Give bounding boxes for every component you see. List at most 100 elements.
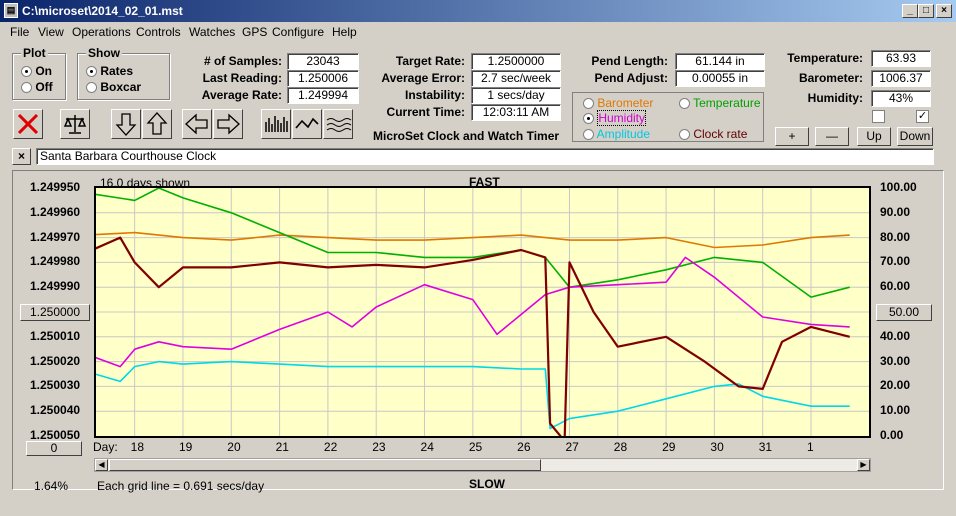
scroll-left-button[interactable] xyxy=(182,109,212,139)
plot-on-radio[interactable]: On xyxy=(21,64,52,78)
menu-gps[interactable]: GPS xyxy=(242,25,268,39)
sensor-humidity-radio[interactable]: Humidity xyxy=(583,110,647,126)
x-axis-tick: 18 xyxy=(130,440,144,454)
x-axis-tick: 24 xyxy=(420,440,434,454)
clear-button[interactable] xyxy=(13,109,43,139)
fast-label: FAST xyxy=(469,175,500,189)
minus-button[interactable]: — xyxy=(815,127,849,146)
last-reading-value: 1.250006 xyxy=(287,70,359,87)
horizontal-scrollbar[interactable]: ◀ ▶ xyxy=(94,458,871,472)
menu-watches[interactable]: Watches xyxy=(189,25,236,39)
current-time-value: 12:03:11 AM xyxy=(471,104,561,121)
wave-button[interactable] xyxy=(323,109,353,139)
temperature-label: Temperature: xyxy=(787,51,863,65)
sensor-temperature-radio[interactable]: Temperature xyxy=(679,96,761,110)
show-boxcar-radio[interactable]: Boxcar xyxy=(86,80,141,94)
left-axis-tick: 1.249980 xyxy=(30,254,81,269)
x-axis-tick: 27 xyxy=(565,440,579,454)
menu-help[interactable]: Help xyxy=(332,25,357,39)
center-rate-button[interactable]: 1.250000 xyxy=(20,304,90,321)
line-graph-button[interactable] xyxy=(292,109,322,139)
sensor-amplitude-radio[interactable]: Amplitude xyxy=(583,127,650,141)
down-button[interactable]: Down xyxy=(897,127,933,146)
histogram-icon xyxy=(265,116,288,132)
app-icon[interactable]: ▤ xyxy=(4,3,18,18)
minimize-button[interactable]: _ xyxy=(902,4,918,18)
close-clock-button[interactable]: × xyxy=(12,148,31,165)
x-axis-tick: 19 xyxy=(178,440,193,454)
balance-icon xyxy=(63,115,87,134)
x-axis-tick: 1 xyxy=(807,440,814,454)
histogram-button[interactable] xyxy=(261,109,291,139)
instability-label: Instability: xyxy=(404,88,465,102)
x-axis-tick: 30 xyxy=(710,440,724,454)
x-axis-tick: 20 xyxy=(227,440,241,454)
series-temperature xyxy=(86,187,850,298)
title-bar: ▤ C:\microset\2014_02_01.mst _ □ × xyxy=(0,0,956,22)
left-axis-tick: 1.250030 xyxy=(30,378,81,393)
right-axis-tick: 40.00 xyxy=(880,328,911,343)
clock-name-input[interactable]: Santa Barbara Courthouse Clock xyxy=(36,148,934,165)
right-axis-tick: 20.00 xyxy=(880,378,911,393)
average-rate-label: Average Rate: xyxy=(201,88,282,102)
series-humidity xyxy=(86,256,850,368)
left-checkbox[interactable] xyxy=(872,110,885,123)
chart-frame xyxy=(12,170,944,490)
wave-icon xyxy=(326,118,352,132)
x-axis-tick: 25 xyxy=(468,440,483,454)
x-axis-tick: 29 xyxy=(662,440,676,454)
menu-controls[interactable]: Controls xyxy=(136,25,181,39)
scroll-right-arrow[interactable]: ▶ xyxy=(857,459,870,471)
plus-button[interactable]: + xyxy=(775,127,809,146)
slow-label: SLOW xyxy=(469,477,505,491)
series-clock-rate xyxy=(85,236,850,443)
x-axis-tick: 31 xyxy=(758,440,773,454)
sensor-clock-rate-radio[interactable]: Clock rate xyxy=(679,127,747,141)
scroll-down-button[interactable] xyxy=(111,109,141,139)
average-error-label: Average Error: xyxy=(381,71,465,85)
right-checkbox[interactable]: ✓ xyxy=(916,110,929,123)
left-axis-tick: 1.250010 xyxy=(30,328,81,343)
scroll-right-button[interactable] xyxy=(213,109,243,139)
pend-length-value: 61.144 in xyxy=(675,53,765,70)
x-axis-tick: 26 xyxy=(517,440,531,454)
sensor-select-box: Barometer Temperature Humidity Amplitude… xyxy=(572,92,764,142)
right-axis-tick: 0.00 xyxy=(880,428,904,442)
left-axis-tick: 1.250050 xyxy=(30,428,81,442)
pend-adjust-value: 0.00055 in xyxy=(675,70,765,87)
left-axis-tick: 1.250040 xyxy=(30,403,81,418)
right-axis-tick: 100.00 xyxy=(880,180,917,194)
plot-area xyxy=(85,186,871,443)
menu-operations[interactable]: Operations xyxy=(72,25,131,39)
right-axis-tick: 70.00 xyxy=(880,254,911,269)
x-axis-tick: 23 xyxy=(372,440,386,454)
sensor-barometer-radio[interactable]: Barometer xyxy=(583,96,653,110)
left-axis-tick: 1.249990 xyxy=(30,279,81,294)
balance-button[interactable] xyxy=(60,109,90,139)
up-button[interactable]: Up xyxy=(857,127,891,146)
right-axis-tick: 90.00 xyxy=(880,204,911,219)
chart-svg xyxy=(85,187,869,443)
plot-off-radio[interactable]: Off xyxy=(21,80,53,94)
percent-readout: 1.64% xyxy=(34,479,69,493)
right-scale-button[interactable]: 50.00 xyxy=(876,304,932,321)
maximize-button[interactable]: □ xyxy=(918,4,934,18)
scroll-left-arrow[interactable]: ◀ xyxy=(95,459,108,471)
menu-configure[interactable]: Configure xyxy=(272,25,325,39)
close-icon[interactable]: × xyxy=(936,4,952,18)
menu-file[interactable]: File xyxy=(10,25,30,39)
day-label: Day: xyxy=(93,440,118,454)
show-rates-radio[interactable]: Rates xyxy=(86,64,133,78)
right-axis-tick: 80.00 xyxy=(880,229,911,244)
last-reading-label: Last Reading: xyxy=(202,71,282,85)
series-barometer xyxy=(86,231,850,249)
menu-view[interactable]: View xyxy=(38,25,64,39)
current-time-label: Current Time: xyxy=(386,105,465,119)
scroll-up-button[interactable] xyxy=(142,109,172,139)
menu-bar: File View Operations Controls Watches GP… xyxy=(0,22,956,42)
average-error-value: 2.7 sec/week xyxy=(471,70,561,87)
samples-label: # of Samples: xyxy=(203,54,282,68)
bottom-offset-button[interactable]: 0 xyxy=(26,441,82,456)
plot-group-title: Plot xyxy=(21,46,48,60)
scrollbar-thumb[interactable] xyxy=(109,459,541,471)
